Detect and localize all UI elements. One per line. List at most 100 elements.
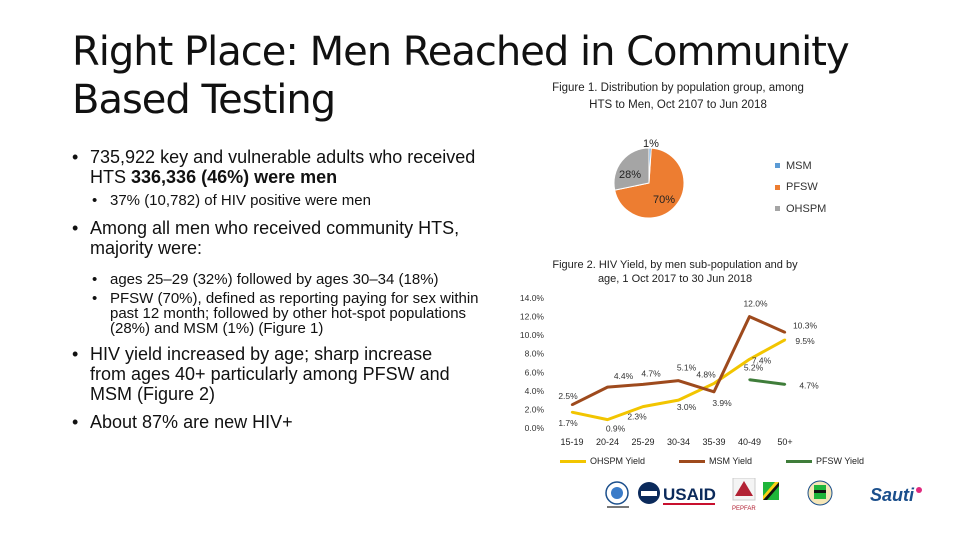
- bullet-1-text: 735,922 key and vulnerable adults who re…: [90, 147, 476, 187]
- bullet-2-sub-1: ages 25–29 (32%) followed by ages 30–34 …: [72, 272, 490, 287]
- pepfar-logo-text: PEPFAR: [732, 506, 756, 512]
- data-point: [712, 390, 716, 393]
- x-tick-label: 50+: [777, 437, 792, 447]
- ohspm-yield-line: [571, 338, 786, 422]
- y-tick-label: 2.0%: [525, 404, 545, 414]
- legend-label-ohspm: OHSPM: [786, 202, 827, 215]
- legend-item-msm: MSM: [775, 155, 826, 177]
- x-tick-label: 35-39: [702, 437, 725, 447]
- data-point: [748, 358, 751, 361]
- bullet-2: Among all men who received community HTS…: [72, 218, 512, 258]
- y-tick-label: 6.0%: [525, 367, 545, 377]
- data-label: 12.0%: [743, 299, 768, 309]
- data-point: [712, 382, 716, 385]
- data-label: 2.3%: [627, 412, 647, 422]
- x-tick-label: 25-29: [631, 437, 654, 447]
- data-label: 9.5%: [795, 336, 815, 346]
- data-point: [606, 385, 609, 389]
- data-point: [570, 403, 574, 406]
- data-point: [783, 331, 787, 334]
- data-label: 0.9%: [606, 424, 626, 434]
- tanzania-ministry-logo: [605, 481, 629, 508]
- data-point: [606, 418, 609, 421]
- bullet-1-strong: 336,336 (46%) were men: [131, 167, 338, 187]
- x-tick-label: 15-19: [560, 437, 583, 447]
- pie-label-pfsw: 70%: [653, 194, 675, 206]
- legend-swatch-msm: [775, 163, 780, 169]
- y-tick-label: 12.0%: [520, 312, 545, 322]
- legend-item-ohspm-yield: OHSPM Yield: [560, 456, 645, 466]
- bullet-4: About 87% are new HIV+: [72, 412, 512, 432]
- slide-title-line1: Right Place: Men Reached in Community: [72, 29, 850, 75]
- x-tick-label: 20-24: [596, 437, 619, 447]
- y-tick-label: 14.0%: [520, 293, 545, 303]
- slide-title-line2: Based Testing: [72, 77, 336, 123]
- data-label: 5.1%: [677, 363, 697, 373]
- x-tick-label: 40-49: [738, 437, 761, 447]
- legend-label-ohspm-yield: OHSPM Yield: [590, 456, 646, 466]
- data-point: [570, 411, 574, 414]
- data-label: 2.5%: [558, 391, 578, 401]
- y-tick-label: 0.0%: [525, 423, 545, 433]
- slide-title: Right Place: Men Reached in Community Ba…: [72, 28, 850, 124]
- msm-yield-line: [571, 315, 786, 407]
- pepfar-logo: PEPFAR: [732, 478, 756, 512]
- data-point: [641, 383, 645, 386]
- legend-item-msm-yield: MSM Yield: [679, 456, 752, 466]
- legend-label-msm: MSM: [786, 159, 812, 172]
- partner-logos: USAID PEPFAR Sauti: [605, 478, 922, 512]
- data-point: [641, 405, 645, 408]
- pie-legend: MSM PFSW OHSPM: [775, 155, 826, 220]
- figure-2-title: Figure 2. HIV Yield, by men sub-populati…: [552, 259, 798, 285]
- data-label: 1.7%: [558, 418, 578, 428]
- bullet-1-sub: 37% (10,782) of HIV positive were men: [72, 193, 512, 208]
- pie-slice-pfsw: [614, 147, 685, 219]
- data-label: 3.0%: [677, 402, 697, 412]
- data-label: 4.7%: [799, 380, 819, 390]
- legend-label-pfsw-yield: PFSW Yield: [816, 456, 865, 466]
- legend-item-ohspm: OHSPM: [775, 198, 826, 220]
- data-point: [783, 338, 787, 341]
- usaid-logo: USAID: [638, 482, 716, 505]
- data-point: [783, 383, 787, 386]
- x-tick-label: 30-34: [667, 437, 690, 447]
- data-point: [677, 379, 680, 382]
- data-label: 4.8%: [696, 369, 716, 379]
- bullet-1: 735,922 key and vulnerable adults who re…: [72, 147, 512, 187]
- pie-slice-ohspm: [613, 147, 650, 191]
- data-label: 3.9%: [712, 398, 732, 408]
- legend-label-msm-yield: MSM Yield: [709, 456, 753, 466]
- pie-slice-msm: [648, 147, 652, 184]
- data-point: [748, 315, 751, 318]
- pie-label-ohspm: 28%: [619, 169, 641, 181]
- bullet-3: HIV yield increased by age; sharp increa…: [72, 344, 450, 404]
- y-tick-label: 10.0%: [520, 330, 545, 340]
- figure-1-title: Figure 1. Distribution by population gro…: [552, 82, 804, 111]
- data-point: [677, 398, 680, 402]
- data-point: [748, 378, 751, 381]
- legend-swatch-pfsw: [775, 184, 780, 190]
- usaid-logo-text: USAID: [663, 485, 716, 504]
- legend-swatch-pfsw-yield: [786, 459, 813, 463]
- line-legend: OHSPM Yield MSM Yield PFSW Yield: [560, 456, 898, 466]
- y-tick-label: 8.0%: [525, 349, 545, 359]
- legend-label-pfsw: PFSW: [786, 181, 818, 194]
- data-label: 4.4%: [614, 371, 634, 381]
- data-label: 7.4%: [752, 355, 772, 365]
- legend-item-pfsw-yield: PFSW Yield: [786, 456, 864, 466]
- sauti-logo: Sauti: [870, 485, 922, 505]
- legend-item-pfsw: PFSW: [775, 177, 826, 199]
- tanzania-coat-of-arms-logo: [807, 480, 833, 506]
- bullet-list: 735,922 key and vulnerable adults who re…: [72, 147, 512, 438]
- data-label: 4.7%: [641, 368, 661, 378]
- legend-swatch-ohspm: [775, 206, 780, 212]
- bullet-2-sub-2: PFSW (70%), defined as reporting paying …: [72, 291, 490, 336]
- pie-label-msm: 1%: [643, 138, 659, 150]
- legend-swatch-ohspm-yield: [560, 459, 586, 463]
- pfsw-yield-line: [749, 378, 786, 386]
- legend-swatch-msm-yield: [679, 459, 706, 463]
- data-label: 5.2%: [744, 363, 764, 373]
- y-tick-label: 4.0%: [525, 386, 545, 396]
- sauti-logo-text: Sauti: [870, 485, 915, 505]
- flag-logo: [763, 482, 779, 500]
